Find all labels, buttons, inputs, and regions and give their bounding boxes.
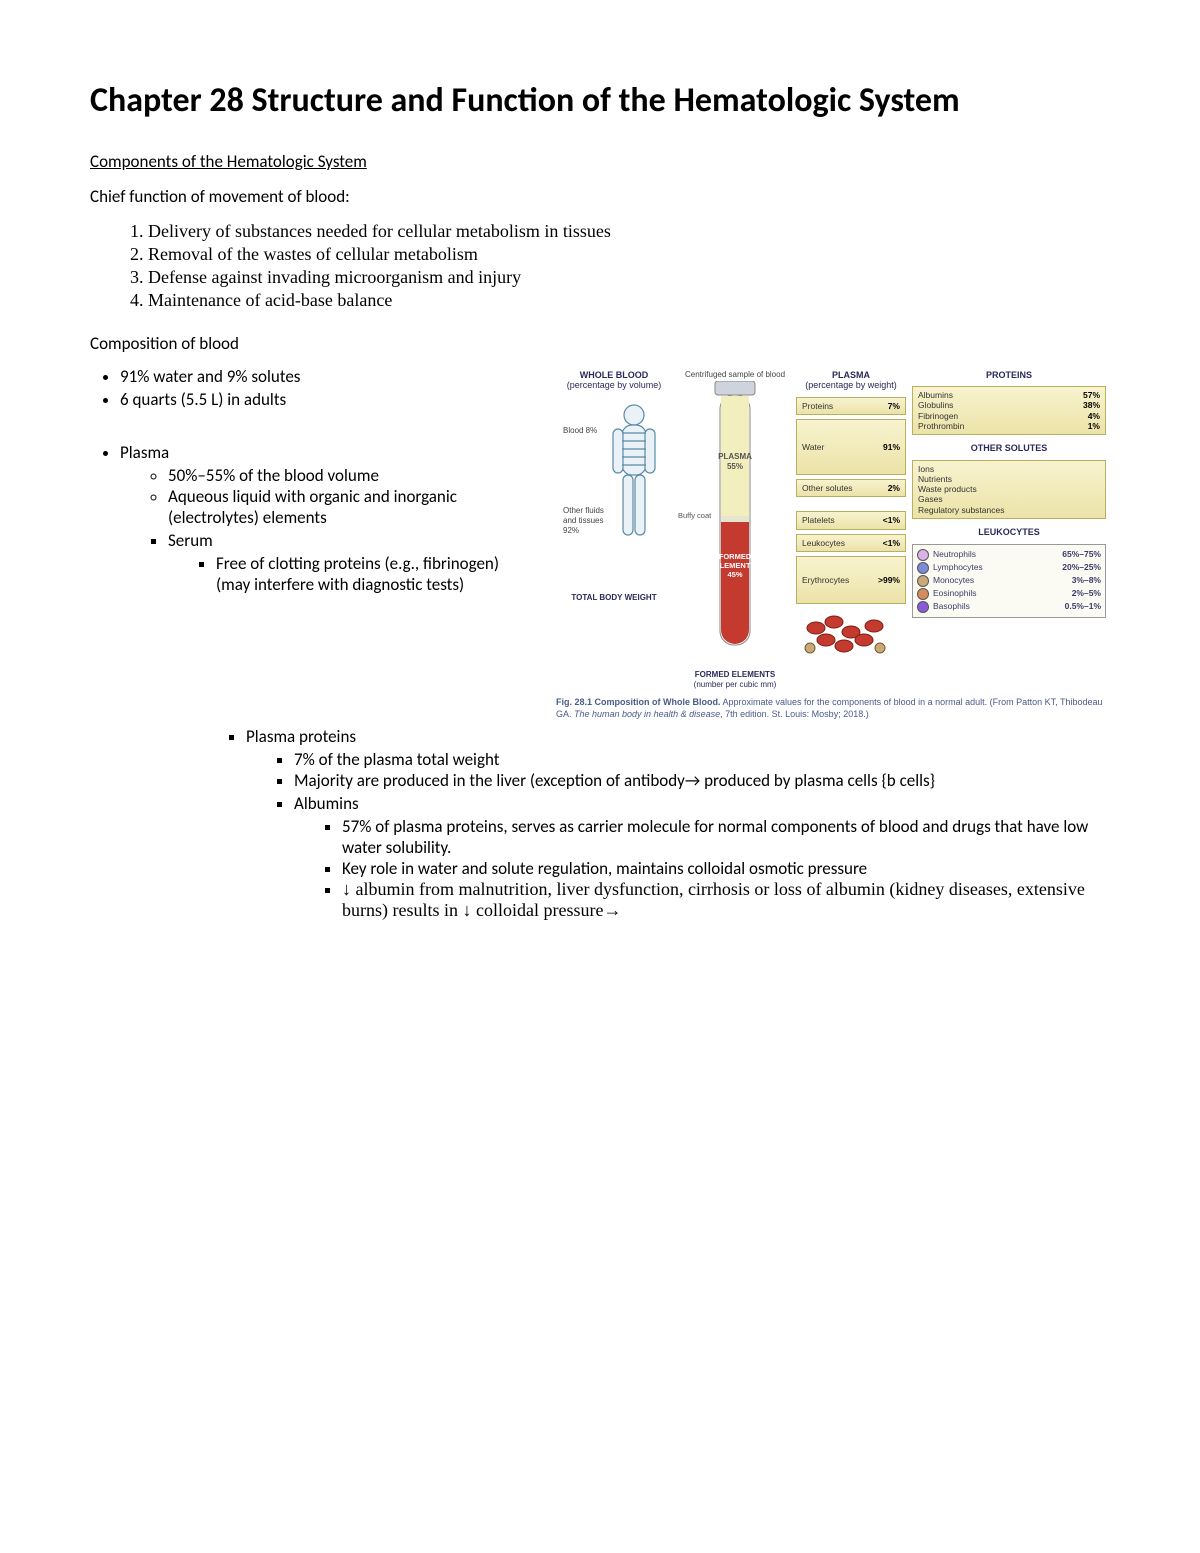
figure-28-1: WHOLE BLOOD (percentage by volume) Blood…	[550, 366, 1110, 722]
plasma-proteins-label: Plasma proteins	[246, 726, 356, 747]
erythrocytes-box: Erythrocytes>99%	[796, 556, 906, 604]
serum-label: Serum	[168, 530, 213, 551]
buffy-coat-label: Buffy coat	[678, 511, 711, 520]
list-item: Aqueous liquid with organic and inorgani…	[168, 486, 530, 528]
leukocytes-box: Leukocytes<1%	[796, 534, 906, 552]
list-item: Albumins 57% of plasma proteins, serves …	[294, 793, 1110, 921]
list-item: Key role in water and solute regulation,…	[342, 858, 1110, 879]
list-item: Plasma 50%–55% of the blood volume Aqueo…	[120, 442, 530, 595]
rbc-cluster-icon	[796, 608, 896, 658]
plasma-list: Plasma 50%–55% of the blood volume Aqueo…	[90, 442, 530, 595]
leukocytes-list: Neutrophils65%–75%Lymphocytes20%–25%Mono…	[912, 544, 1106, 618]
platelets-box: Platelets<1%	[796, 511, 906, 529]
leukocyte-row: Eosinophils2%–5%	[917, 588, 1101, 600]
fig-whole-blood-label: WHOLE BLOOD (percentage by volume)	[567, 370, 662, 392]
leukocyte-row: Basophils0.5%–1%	[917, 601, 1101, 613]
list-item: Removal of the wastes of cellular metabo…	[148, 244, 1110, 265]
composition-list: 91% water and 9% solutes 6 quarts (5.5 L…	[90, 366, 530, 410]
leukocyte-row: Lymphocytes20%–25%	[917, 562, 1101, 574]
plasma-other-box: Other solutes2%	[796, 479, 906, 497]
list-item: Defense against invading microorganism a…	[148, 267, 1110, 288]
svg-text:45%: 45%	[727, 570, 742, 579]
albumins-label: Albumins	[294, 793, 359, 814]
section-heading: Components of the Hematologic System	[90, 151, 1110, 172]
list-item: 57% of plasma proteins, serves as carrie…	[342, 816, 1110, 858]
list-item: Delivery of substances needed for cellul…	[148, 221, 1110, 242]
plasma-proteins-box: Proteins7%	[796, 397, 906, 415]
body-diagram: Blood 8% Other fluids and tissues 92%	[559, 393, 669, 593]
svg-text:92%: 92%	[563, 526, 579, 535]
plasma-water-box: Water91%	[796, 419, 906, 475]
total-body-weight-label: TOTAL BODY WEIGHT	[571, 593, 656, 603]
svg-text:and tissues: and tissues	[563, 516, 603, 525]
svg-text:Blood 8%: Blood 8%	[563, 426, 597, 435]
solutes-box: Ions Nutrients Waste products Gases Regu…	[912, 460, 1106, 519]
list-item: Free of clotting proteins (e.g., fibrino…	[216, 553, 530, 595]
svg-text:FORMED: FORMED	[719, 552, 752, 561]
list-item: 6 quarts (5.5 L) in adults	[120, 389, 530, 410]
leukocytes-title: LEUKOCYTES	[912, 527, 1106, 538]
proteins-title: PROTEINS	[912, 370, 1106, 381]
leukocyte-row: Monocytes3%–8%	[917, 575, 1101, 587]
test-tube: PLASMA 55% FORMED ELEMENTS 45%	[700, 381, 770, 661]
solutes-title: OTHER SOLUTES	[912, 443, 1106, 454]
svg-text:PLASMA: PLASMA	[718, 452, 752, 461]
list-item: Serum Free of clotting proteins (e.g., f…	[168, 530, 530, 595]
list-item: ↓ albumin from malnutrition, liver dysfu…	[342, 879, 1110, 921]
list-item: 91% water and 9% solutes	[120, 366, 530, 387]
intro-text: Chief function of movement of blood:	[90, 186, 1110, 207]
plasma-col-title: PLASMA (percentage by weight)	[796, 370, 906, 392]
list-item: 50%–55% of the blood volume	[168, 465, 530, 486]
composition-heading: Composition of blood	[90, 333, 1110, 354]
svg-text:Other fluids: Other fluids	[563, 506, 604, 515]
figure-caption: Fig. 28.1 Composition of Whole Blood. Ap…	[550, 693, 1110, 722]
page-title: Chapter 28 Structure and Function of the…	[90, 80, 1110, 123]
svg-text:55%: 55%	[727, 462, 743, 471]
svg-text:ELEMENTS: ELEMENTS	[715, 561, 756, 570]
list-item: Maintenance of acid-base balance	[148, 290, 1110, 311]
plasma-label: Plasma	[120, 442, 169, 463]
functions-list: Delivery of substances needed for cellul…	[90, 221, 1110, 311]
tube-top-label: Centrifuged sample of blood	[685, 370, 785, 380]
list-item: 7% of the plasma total weight	[294, 749, 1110, 770]
list-item: Majority are produced in the liver (exce…	[294, 770, 1110, 791]
list-item: Plasma proteins 7% of the plasma total w…	[246, 726, 1110, 921]
formed-elements-label: FORMED ELEMENTS (number per cubic mm)	[694, 670, 777, 689]
leukocyte-row: Neutrophils65%–75%	[917, 549, 1101, 561]
proteins-box: Albumins57% Globulins38% Fibrinogen4% Pr…	[912, 386, 1106, 435]
